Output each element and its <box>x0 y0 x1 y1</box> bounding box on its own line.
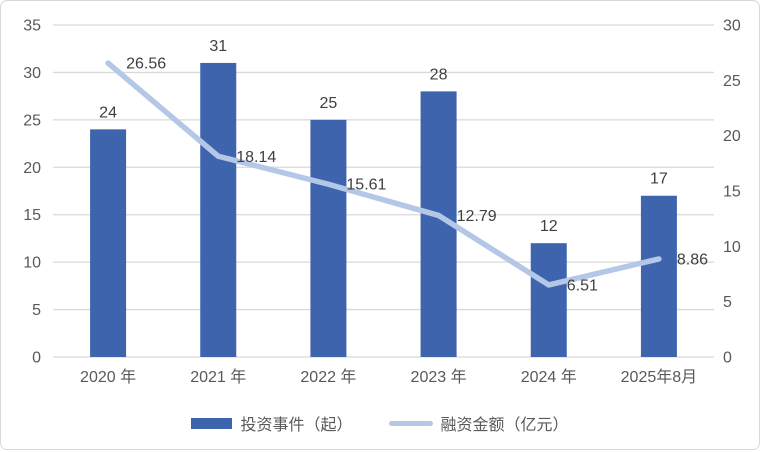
left-axis-tick-label: 5 <box>32 302 41 319</box>
bar-value-label: 17 <box>650 171 668 188</box>
left-axis-tick-label: 35 <box>23 18 41 35</box>
bar-value-label: 25 <box>320 95 338 112</box>
legend-item-bar: 投资事件（起） <box>191 411 353 435</box>
line-value-label: 26.56 <box>126 56 166 73</box>
line-value-labels: 26.56 18.14 15.61 12.79 6.51 8.86 <box>126 56 708 295</box>
bar <box>530 243 567 357</box>
left-axis-tick-label: 20 <box>23 160 41 177</box>
right-axis-tick-label: 20 <box>723 128 741 145</box>
left-axis-tick-label: 25 <box>23 112 41 129</box>
line-value-label: 15.61 <box>346 177 386 194</box>
left-axis-tick-label: 10 <box>23 255 41 272</box>
bar-value-label: 31 <box>209 38 227 55</box>
left-axis-tick-label: 30 <box>23 65 41 82</box>
legend-label-bar: 投资事件（起） <box>240 417 353 434</box>
bar <box>310 119 347 357</box>
left-axis-tick-label: 0 <box>32 350 41 367</box>
line-value-label: 18.14 <box>236 149 276 166</box>
category-label: 2020 年 <box>80 368 136 386</box>
category-label: 2021 年 <box>190 368 246 386</box>
category-label: 2022 年 <box>300 368 356 386</box>
bar-value-labels: 24 31 25 28 12 17 <box>99 38 668 235</box>
line-series <box>105 60 662 288</box>
bar-swatch-icon <box>191 417 233 429</box>
right-axis-tick-label: 25 <box>723 73 741 90</box>
bar-value-label: 24 <box>99 104 117 121</box>
right-axis-tick-label: 10 <box>723 239 741 256</box>
category-label: 2023 年 <box>411 368 467 386</box>
line-swatch-icon <box>388 420 433 426</box>
right-axis-tick-label: 5 <box>723 294 732 311</box>
line-value-label: 6.51 <box>567 277 598 294</box>
chart-legend: 投资事件（起） 融资金额（亿元） <box>1 411 759 435</box>
right-axis-tick-label: 0 <box>723 350 732 367</box>
right-axis-tick-label: 30 <box>723 18 741 35</box>
line-value-label: 8.86 <box>677 251 708 268</box>
bar <box>90 129 127 357</box>
gridlines-group <box>53 24 714 358</box>
line-path <box>105 60 662 288</box>
category-label: 2024 年 <box>521 368 577 386</box>
bar-series <box>90 62 677 358</box>
bar-value-label: 12 <box>540 218 558 235</box>
category-axis-labels: 2020 年 2021 年 2022 年 2023 年 2024 年 2025年8月 <box>80 368 697 386</box>
line-value-label: 12.79 <box>457 208 497 225</box>
left-axis-labels: 0 5 10 15 20 25 30 35 <box>23 18 41 367</box>
right-axis-labels: 0 5 10 15 20 25 30 <box>723 18 741 367</box>
legend-label-line: 融资金额（亿元） <box>440 417 569 434</box>
left-axis-tick-label: 15 <box>23 207 41 224</box>
bar <box>200 62 237 357</box>
right-axis-tick-label: 15 <box>723 184 741 201</box>
category-label: 2025年8月 <box>621 368 698 386</box>
legend-item-line: 融资金额（亿元） <box>388 411 569 435</box>
bar <box>640 195 677 357</box>
bar-value-label: 28 <box>430 66 448 83</box>
